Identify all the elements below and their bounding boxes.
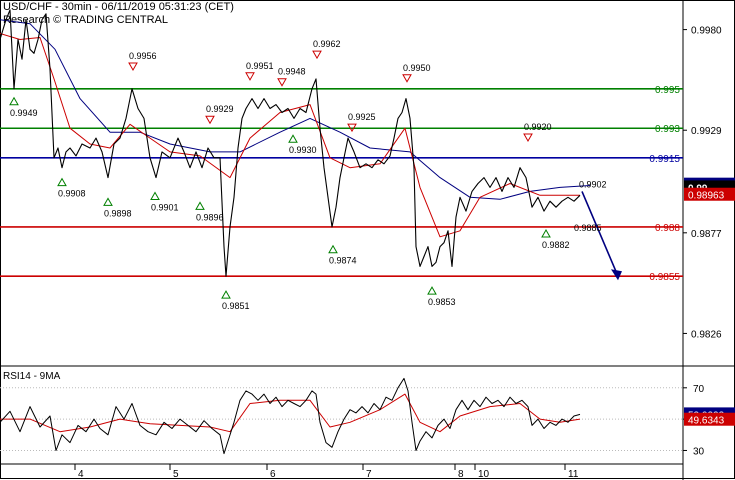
- price-series: [0, 9, 622, 281]
- rsi-tick-label: 30: [693, 446, 705, 457]
- rsi-panel: RSI14 - 9MA70503053.022349.6343: [0, 371, 735, 457]
- low-marker-label: 0.9851: [222, 301, 250, 311]
- level-label: 0.995: [655, 85, 680, 96]
- high-marker-label: 0.9950: [403, 63, 431, 73]
- high-marker-icon: [523, 133, 533, 142]
- low-marker-label: 0.9882: [542, 240, 570, 250]
- low-marker-icon: [195, 201, 205, 210]
- low-marker-icon: [150, 191, 160, 200]
- level-lines: 0.995 0.993 0.9915 0.988 0.9855: [0, 85, 683, 283]
- time-axis: 4 5 6 7 8 10 11: [74, 464, 579, 480]
- rsi-line: [0, 377, 581, 455]
- low-marker-label: 0.9908: [58, 189, 86, 199]
- low-marker-icon: [221, 290, 231, 299]
- x-tick-label: 8: [458, 469, 464, 480]
- current-price-label: 0.98963: [688, 191, 725, 202]
- x-tick-label: 6: [270, 469, 276, 480]
- rsi-current-box: [684, 412, 735, 426]
- rsi-title: RSI14 - 9MA: [3, 371, 61, 382]
- chart-title: USD/CHF - 30min - 06/11/2019 05:31:23 (C…: [3, 1, 234, 13]
- high-marker-label: 0.9929: [206, 104, 234, 114]
- high-marker-icon: [245, 72, 255, 81]
- low-marker-icon: [328, 244, 338, 254]
- high-marker-label: 0.9925: [348, 112, 376, 122]
- y-tick-label: 0.9877: [691, 229, 722, 240]
- low-marker-icon: [288, 134, 298, 143]
- high-marker-icon: [128, 62, 138, 71]
- current-price-box: [684, 187, 735, 201]
- low-marker-label: 0.9949: [10, 108, 38, 118]
- low-marker-icon: [103, 197, 113, 206]
- y-tick-label: 0.9826: [691, 329, 722, 340]
- high-marker-icon: [402, 74, 412, 83]
- x-tick-label: 7: [366, 469, 372, 480]
- level-label: 0.9855: [649, 272, 680, 283]
- forecast-arrow: [581, 191, 619, 277]
- price-axis: 0.99800.99290.98770.98260.990140.990.989…: [683, 26, 735, 340]
- price-markers: 0.99991.00000.99560.99290.99510.99480.99…: [9, 39, 607, 311]
- high-marker-label: 0.9956: [129, 51, 157, 61]
- high-marker-label: 0.9962: [313, 39, 341, 49]
- high-marker-icon: [347, 123, 357, 133]
- rsi-current-label: 49.6343: [688, 416, 725, 427]
- high-marker-label: 0.9948: [278, 67, 306, 77]
- note-marker-label: 0.9885: [574, 223, 602, 233]
- low-marker-label: 0.9874: [329, 256, 357, 266]
- low-marker-icon: [57, 177, 67, 187]
- price-line: [0, 9, 581, 277]
- low-marker-icon: [9, 96, 19, 106]
- rsi-ma-line: [0, 393, 581, 433]
- high-marker-label: 0.9920: [524, 122, 552, 132]
- low-marker-icon: [541, 228, 551, 238]
- level-label: 0.993: [655, 124, 680, 135]
- high-marker-label: 0.9951: [246, 61, 274, 71]
- x-tick-label: 10: [478, 469, 490, 480]
- low-marker-label: 0.9930: [289, 145, 317, 155]
- level-label: 0.988: [655, 223, 680, 234]
- low-marker-icon: [427, 286, 437, 295]
- level-label: 0.9915: [649, 154, 680, 165]
- x-tick-label: 11: [568, 469, 579, 480]
- low-marker-label: 0.9853: [428, 297, 456, 307]
- low-marker-label: 0.9898: [104, 208, 132, 218]
- low-marker-label: 0.9901: [151, 202, 179, 212]
- high-marker-icon: [277, 78, 287, 87]
- note-marker-label: 0.9902: [579, 179, 607, 189]
- high-marker-icon: [312, 50, 322, 60]
- rsi-tick-label: 70: [693, 384, 705, 395]
- y-tick-label: 0.9980: [691, 26, 722, 37]
- forecast-arrowhead: [611, 269, 622, 281]
- low-marker-label: 0.9896: [196, 212, 224, 222]
- x-tick-label: 5: [173, 469, 179, 480]
- x-tick-label: 4: [78, 469, 84, 480]
- y-tick-label: 0.9929: [691, 126, 722, 137]
- ma-fast-line: [0, 33, 580, 238]
- ma-slow-line: [0, 19, 591, 200]
- high-marker-icon: [205, 115, 215, 125]
